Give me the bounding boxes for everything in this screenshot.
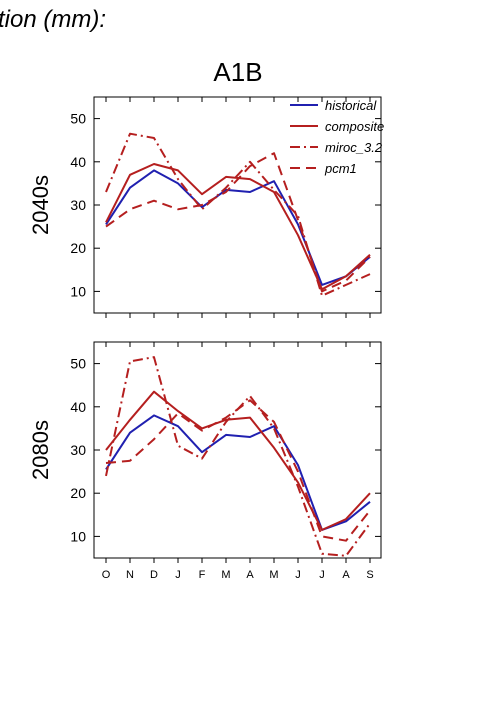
panel-2080s: 10 20 30 40 50 O N D J F M A M J J A S 2080s [28,341,382,581]
y-tick-label: 40 [70,154,86,170]
series-line-composite [105,163,371,291]
x-tick-label: S [366,569,373,581]
y-tick-label: 50 [70,356,86,372]
panels: 10 20 30 40 50 2040s historical composite miroc_… [28,96,384,581]
legend-label: pcm1 [324,161,357,176]
page-title-fragment: tion (mm): [0,6,106,33]
x-tick-label: J [175,569,181,581]
x-tick-label: O [102,569,111,581]
x-tick-label: M [221,569,230,581]
x-tick-label: J [319,569,325,581]
y-tick-label: 30 [70,197,86,213]
series-line-pcm1 [105,152,371,293]
legend-label: miroc_3.2 [325,140,383,155]
scenario-title: A1B [213,57,262,87]
x-tick-label: N [126,569,134,581]
series-line-historical [105,169,371,286]
y-tick-label: 30 [70,442,86,458]
series-line-composite [105,390,371,531]
series-line-pcm1 [105,399,371,542]
plot-frame [93,341,382,559]
panel-2040s: 10 20 30 40 50 2040s historical composite miroc_… [28,96,384,318]
x-tick-label: A [246,569,254,581]
panel-label: 2040s [28,175,53,235]
legend: historical composite miroc_3.2 pcm1 [290,98,384,176]
y-tick-label: 20 [70,240,86,256]
series-line-historical [105,414,371,531]
x-tick-label: F [199,569,206,581]
y-tick-label: 20 [70,485,86,501]
y-tick-label: 50 [70,111,86,127]
panel-label: 2080s [28,420,53,480]
x-tick-label: J [295,569,301,581]
legend-label: composite [325,119,384,134]
x-tick-label: M [269,569,278,581]
series-line-miroc-3-2 [105,132,371,297]
x-tick-label: D [150,569,158,581]
x-tick-label: A [342,569,350,581]
legend-label: historical [325,98,377,113]
y-tick-label: 40 [70,399,86,415]
y-tick-label: 10 [70,283,86,299]
y-tick-label: 10 [70,528,86,544]
